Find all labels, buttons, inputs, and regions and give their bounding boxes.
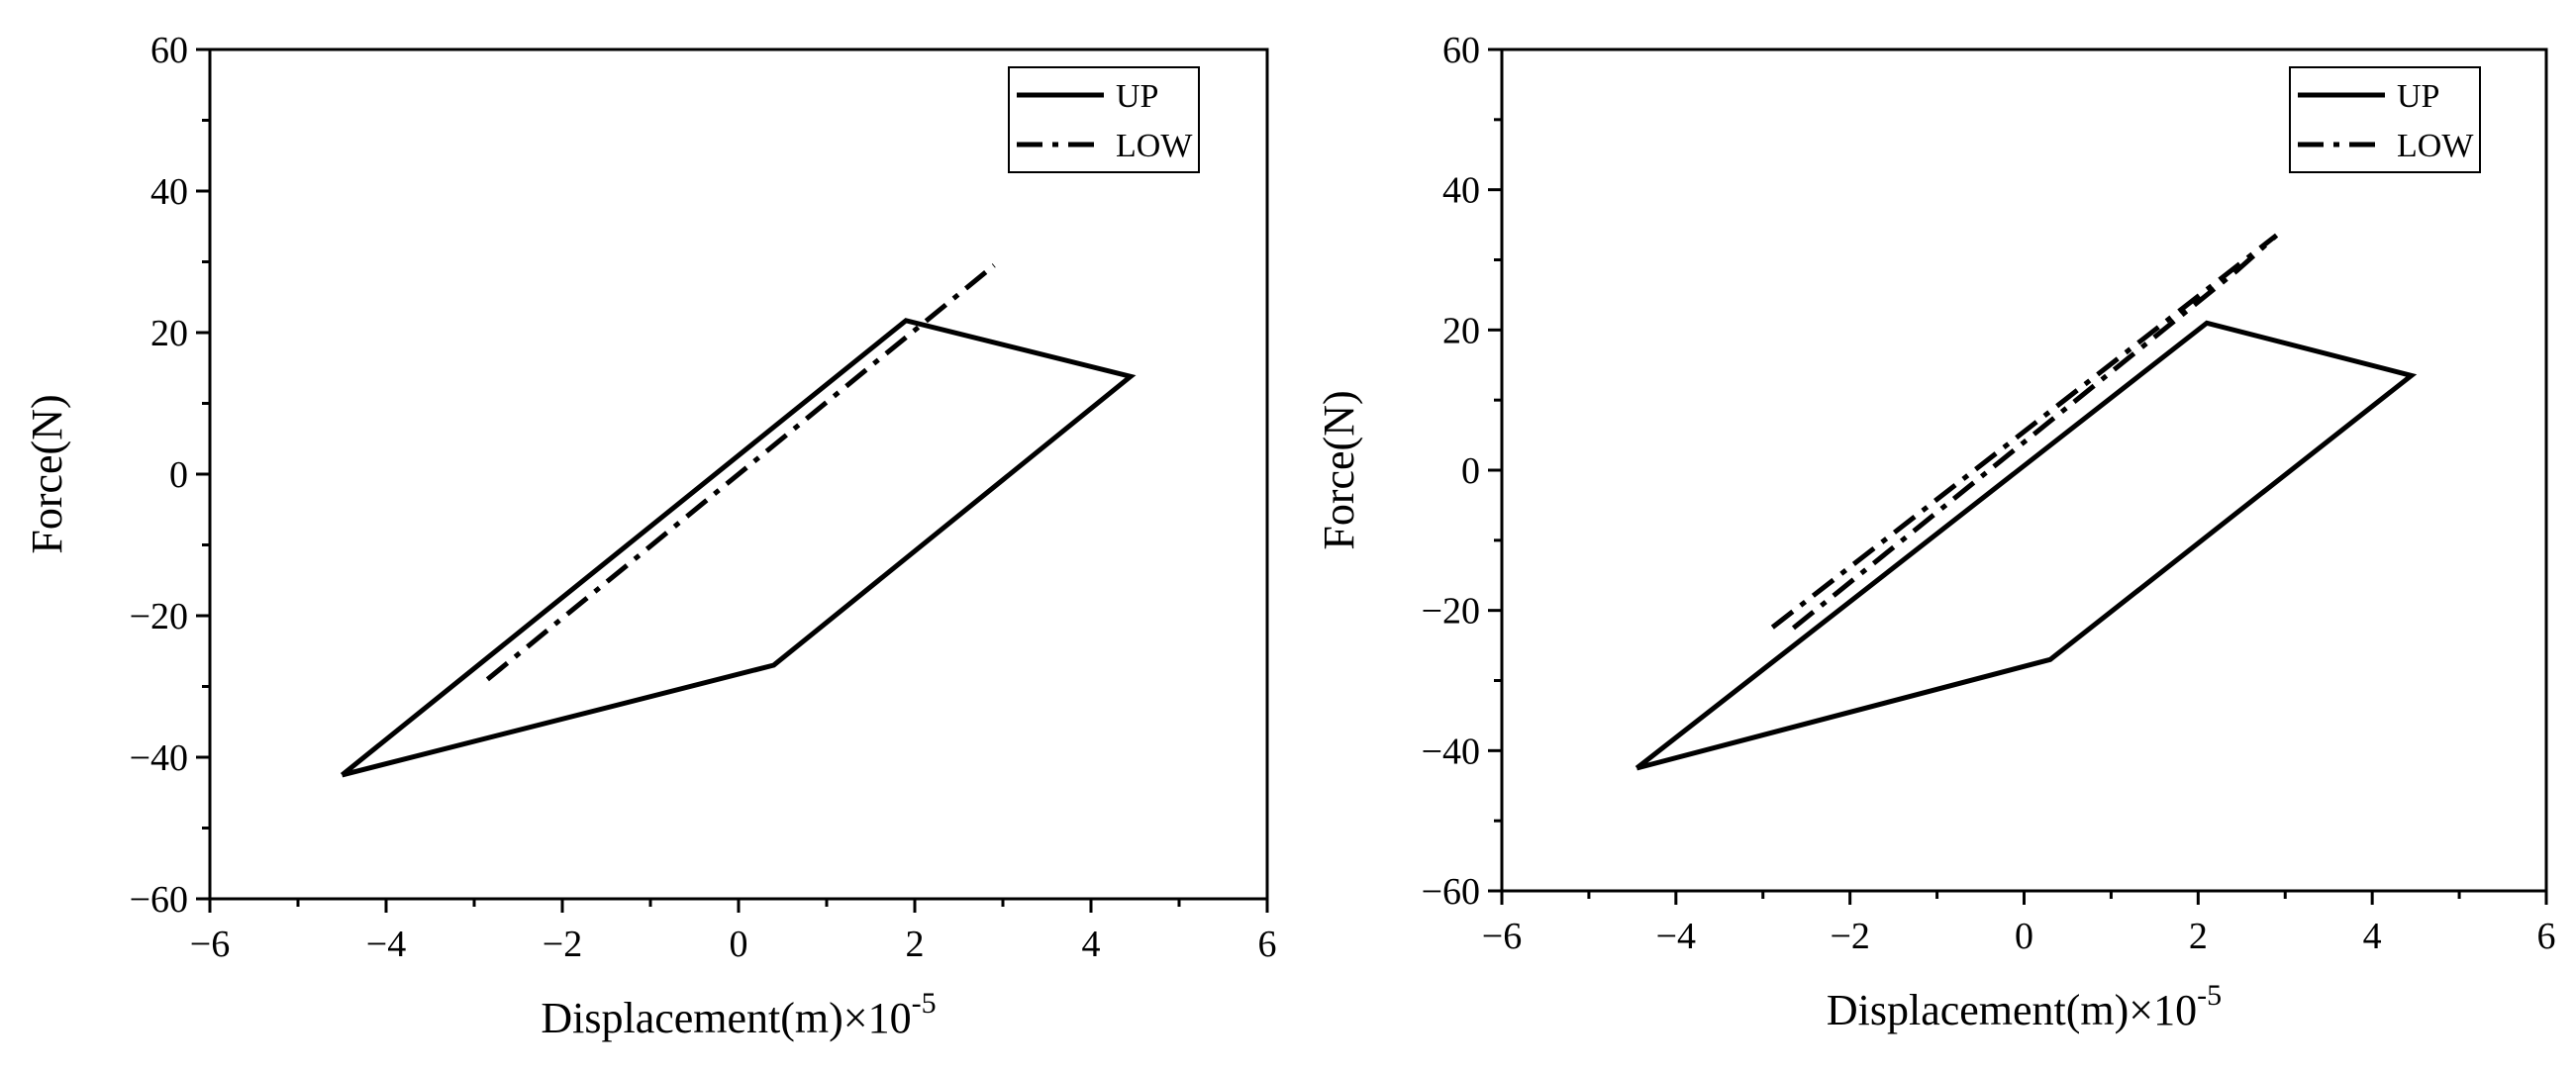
legend-label-low: LOW <box>1116 128 1193 164</box>
chart-panel-left: −6 −4 −2 0 2 4 6−60−40−200204060Displacement(m… <box>23 30 1277 1042</box>
legend-label-up: UP <box>2397 78 2439 115</box>
x-axis-title-exponent: -5 <box>2197 979 2222 1012</box>
series-line-low <box>485 263 996 682</box>
y-tick-label: 0 <box>1461 450 1480 492</box>
series-line-up <box>340 318 1137 778</box>
y-tick-label: −40 <box>1422 731 1480 772</box>
y-tick-label: −60 <box>130 879 188 921</box>
series-line-up <box>1635 320 2418 771</box>
x-tick-label: −4 <box>1656 916 1696 957</box>
legend: UP LOW <box>1008 66 1200 173</box>
x-tick-label: −2 <box>1830 916 1869 957</box>
legend-box <box>2289 66 2481 173</box>
legend-box <box>1008 66 1200 173</box>
x-tick-label: −6 <box>190 924 230 965</box>
legend-label-low: LOW <box>2397 128 2474 164</box>
y-tick-label: 20 <box>1442 310 1480 351</box>
legend-label-up: UP <box>1116 78 1158 115</box>
y-tick-label: −40 <box>130 737 188 779</box>
x-axis-title-text: Displacement(m)×10 <box>541 994 911 1042</box>
y-tick-label: 60 <box>1442 30 1480 71</box>
y-tick-label: 60 <box>150 30 188 71</box>
x-tick-label: 0 <box>730 924 748 965</box>
x-axis-title-exponent: -5 <box>912 987 937 1020</box>
x-tick-label: −6 <box>1482 916 1522 957</box>
y-tick-label: 40 <box>150 171 188 213</box>
x-tick-label: −2 <box>543 924 582 965</box>
y-tick-label: 20 <box>150 313 188 354</box>
y-axis-title: Force(N) <box>1315 390 1363 549</box>
x-axis-title-text: Displacement(m)×10 <box>1827 986 2197 1034</box>
x-tick-label: 0 <box>2015 916 2033 957</box>
chart-panel-right: −6 −4 −2 0 2 4 6−60−40−200204060Displacement(m… <box>1315 30 2556 1034</box>
y-tick-label: 40 <box>1442 170 1480 212</box>
y-tick-label: −20 <box>130 596 188 637</box>
y-tick-label: −20 <box>1422 591 1480 633</box>
y-axis-title: Force(N) <box>23 394 71 553</box>
x-tick-label: −4 <box>366 924 406 965</box>
x-axis-title: Displacement(m)×10-5 <box>1827 979 2222 1034</box>
x-tick-label: 6 <box>2537 916 2556 957</box>
series-line-low <box>1769 233 2279 631</box>
x-tick-label: 4 <box>2363 916 2382 957</box>
y-tick-label: 0 <box>169 454 188 496</box>
y-tick-label: −60 <box>1422 871 1480 913</box>
x-axis-title: Displacement(m)×10-5 <box>541 987 936 1042</box>
x-tick-label: 6 <box>1258 924 1277 965</box>
x-tick-label: 2 <box>906 924 925 965</box>
x-tick-label: 4 <box>1082 924 1101 965</box>
x-tick-label: 2 <box>2189 916 2208 957</box>
legend: UP LOW <box>2289 66 2481 173</box>
